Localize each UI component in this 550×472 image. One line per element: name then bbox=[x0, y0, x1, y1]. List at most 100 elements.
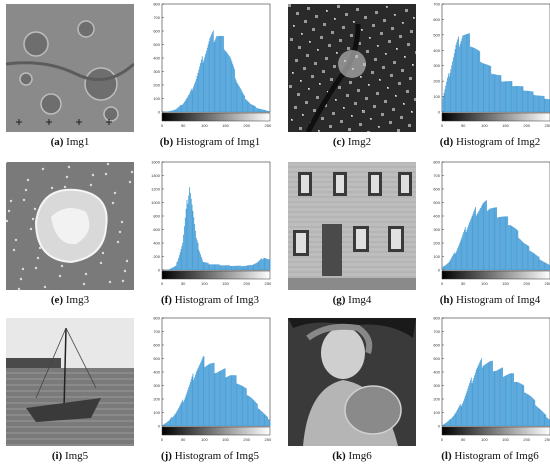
histogram-bar bbox=[205, 366, 207, 426]
histogram-bar bbox=[211, 264, 212, 270]
histogram-bar bbox=[255, 263, 257, 270]
y-tick-label: 200 bbox=[153, 83, 160, 88]
histogram-bar bbox=[192, 88, 194, 112]
histogram-bar bbox=[491, 208, 492, 270]
x-tick-label: 150 bbox=[222, 437, 229, 442]
histogram-bar bbox=[484, 364, 486, 426]
histogram-bar bbox=[451, 65, 453, 112]
histogram-bar bbox=[225, 377, 227, 426]
x-tick-label: 200 bbox=[523, 123, 530, 128]
x-tick-label: 250 bbox=[545, 437, 550, 442]
histogram-bar bbox=[535, 254, 537, 270]
histogram-bar bbox=[194, 377, 196, 426]
image-panel: (c) Img2 bbox=[282, 0, 422, 156]
histogram-bar bbox=[491, 208, 493, 270]
histogram-bar bbox=[176, 262, 178, 270]
histogram-bar bbox=[474, 375, 476, 426]
histogram-bar bbox=[253, 264, 255, 270]
histogram-bar bbox=[259, 108, 261, 112]
histogram-bar bbox=[494, 74, 496, 112]
histogram-bar bbox=[533, 399, 535, 426]
histogram-bar bbox=[458, 405, 460, 426]
histogram-bar bbox=[524, 243, 526, 270]
histogram-bar bbox=[475, 369, 477, 426]
x-tick-label: 100 bbox=[201, 281, 208, 286]
histogram-bar bbox=[246, 100, 248, 112]
histogram-bar bbox=[178, 408, 179, 426]
histogram-bar bbox=[173, 266, 175, 270]
histogram-bar bbox=[264, 110, 266, 112]
histogram-bar bbox=[530, 91, 531, 112]
histogram-bar bbox=[211, 264, 213, 270]
x-tick-label: 0 bbox=[441, 437, 444, 442]
histogram-bar bbox=[444, 423, 446, 426]
histogram-bar bbox=[261, 411, 263, 426]
histogram-bar bbox=[250, 264, 251, 270]
histogram-bar bbox=[253, 105, 255, 112]
histogram-bar bbox=[514, 228, 516, 270]
histogram-bar bbox=[169, 419, 171, 426]
histogram-bar bbox=[241, 385, 243, 426]
histogram-bar bbox=[465, 393, 467, 426]
histogram-bar bbox=[174, 109, 176, 112]
histogram-bar bbox=[494, 207, 496, 270]
y-tick-label: 700 bbox=[433, 329, 440, 334]
histogram-bar bbox=[172, 417, 174, 426]
histogram-bar bbox=[193, 379, 195, 426]
histogram-bar bbox=[236, 82, 238, 112]
histogram-bar bbox=[536, 406, 537, 426]
histogram-bar bbox=[493, 207, 495, 270]
histogram-bar bbox=[189, 93, 190, 112]
x-tick-label: 0 bbox=[441, 281, 444, 286]
histogram-bar bbox=[219, 35, 221, 112]
histogram-bar bbox=[470, 218, 472, 270]
histogram-bar bbox=[442, 96, 444, 112]
histogram-chart: 0 100 200 300 400 500 600 700 800 0 50 100 150 200 250 bbox=[433, 160, 550, 286]
histogram-bar bbox=[454, 49, 456, 112]
panel-caption-text: Img4 bbox=[348, 294, 372, 306]
histogram-bar bbox=[220, 35, 222, 112]
histogram-bar bbox=[537, 256, 539, 270]
histogram-bar bbox=[246, 265, 248, 270]
histogram-bar bbox=[229, 375, 231, 426]
intensity-colorbar bbox=[441, 112, 550, 122]
histogram-bar bbox=[506, 374, 508, 426]
histogram-bar bbox=[496, 207, 498, 270]
y-tick-label: 500 bbox=[433, 32, 440, 37]
histogram-bar bbox=[249, 103, 251, 112]
histogram-bar bbox=[478, 211, 480, 270]
histogram-bar bbox=[450, 69, 452, 112]
histogram-bar bbox=[237, 83, 239, 112]
histogram-bar bbox=[181, 401, 183, 426]
histogram-bar bbox=[224, 265, 226, 270]
histogram-bar bbox=[530, 91, 532, 112]
histogram-bar bbox=[236, 383, 238, 426]
y-tick-label: 100 bbox=[153, 410, 160, 415]
histogram-bar bbox=[263, 413, 265, 426]
y-tick-label: 0 bbox=[438, 268, 441, 273]
histogram-bar bbox=[517, 382, 519, 426]
histogram-bar bbox=[450, 419, 452, 426]
histogram-bar bbox=[242, 93, 244, 112]
histogram-bar bbox=[521, 86, 523, 112]
histogram-bar bbox=[259, 409, 261, 426]
histogram-bar bbox=[525, 392, 526, 426]
histogram-bar bbox=[464, 229, 465, 270]
histogram-bar bbox=[535, 95, 537, 112]
histogram-bar bbox=[174, 414, 176, 426]
histogram-bar bbox=[534, 95, 536, 112]
histogram-bar bbox=[485, 364, 487, 426]
histogram-bar bbox=[260, 410, 262, 426]
histogram-bar bbox=[445, 422, 447, 426]
histogram-bar bbox=[453, 57, 454, 112]
histogram-bar bbox=[203, 59, 205, 112]
histogram-bar bbox=[228, 375, 230, 426]
histogram-bar bbox=[171, 268, 173, 270]
histogram-bar bbox=[464, 396, 466, 426]
histogram-bar bbox=[180, 249, 182, 270]
histogram-bar bbox=[206, 50, 207, 112]
histogram-bar bbox=[264, 258, 266, 270]
histogram-bar bbox=[213, 264, 215, 270]
histogram-bar bbox=[213, 42, 215, 112]
histogram-bar bbox=[506, 216, 508, 270]
